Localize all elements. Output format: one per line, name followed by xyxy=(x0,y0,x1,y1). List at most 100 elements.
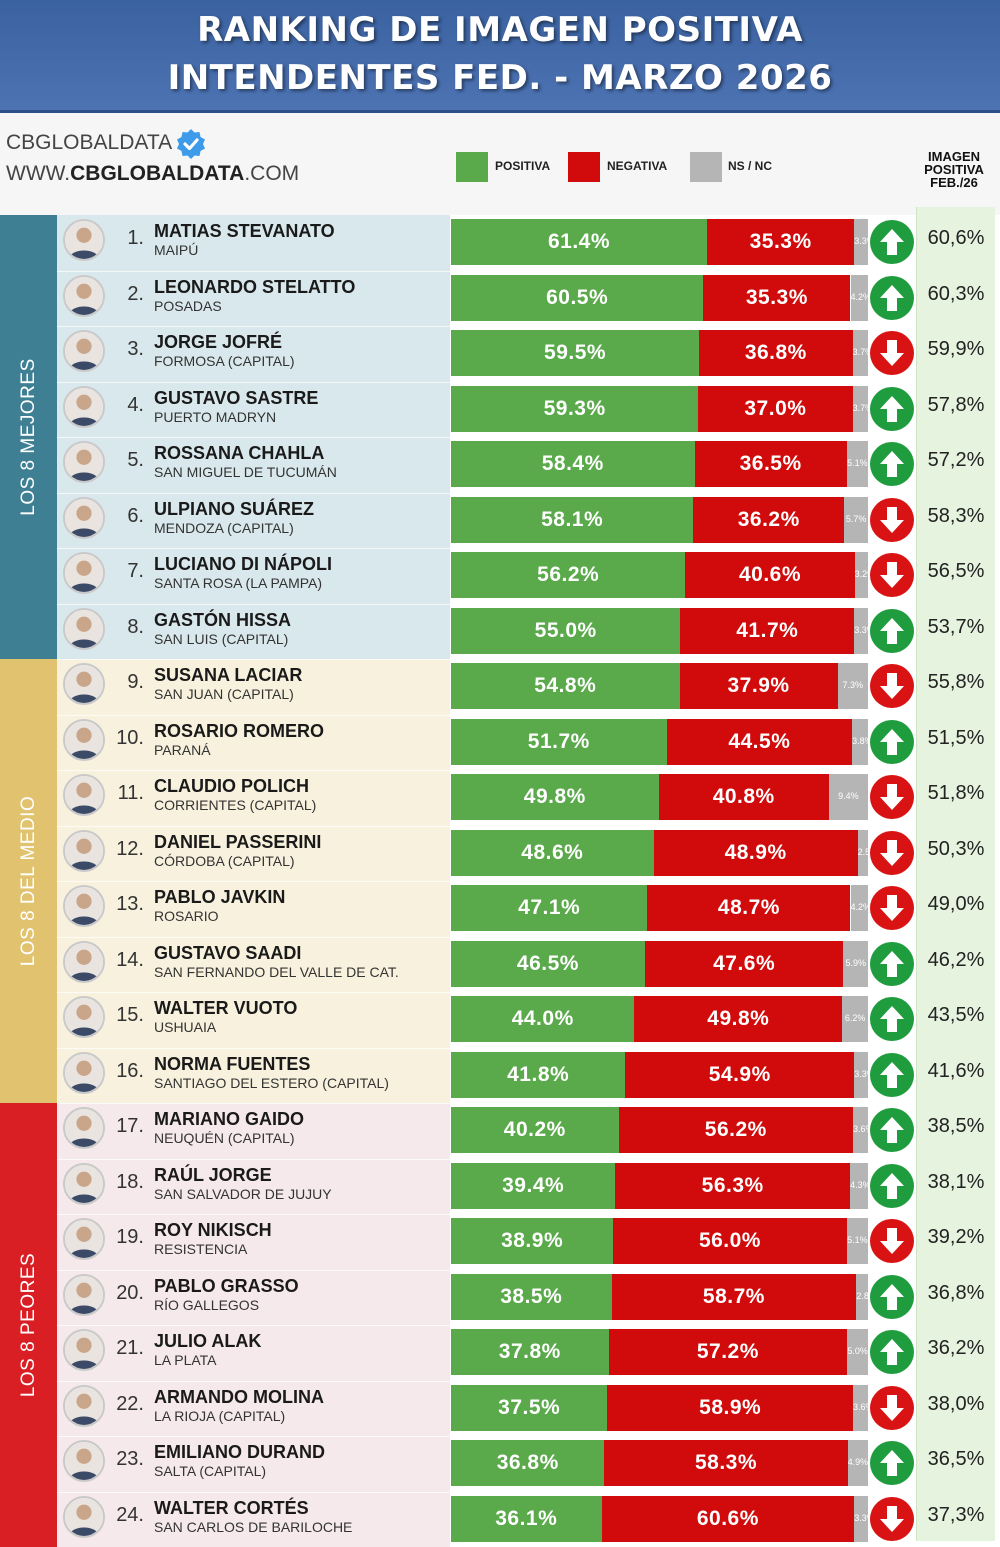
bar-negativa-label: 35.3% xyxy=(745,285,808,309)
bar-positiva: 59.3% xyxy=(451,385,699,432)
legend-positiva-swatch xyxy=(456,152,488,182)
row-divider xyxy=(57,881,450,882)
prev-value: 36,8% xyxy=(927,1281,985,1304)
arrow-up-icon xyxy=(870,1330,914,1374)
table-row: 7. LUCIANO DI NÁPOLI SANTA ROSA (LA PAMPA)… xyxy=(0,548,1000,603)
row-divider xyxy=(57,1047,450,1049)
bar-positiva: 41.8% xyxy=(451,1051,626,1098)
rank-number: 7. xyxy=(127,560,144,582)
bar-nsnc-label: 4.9% xyxy=(847,1457,868,1467)
city-name: CÓRDOBA (CAPITAL) xyxy=(154,852,295,869)
stacked-bar: 37.8% 57.2% 5.0% xyxy=(451,1329,868,1375)
city-name: SAN FERNANDO DEL VALLE DE CAT. xyxy=(154,963,399,980)
city-name: FORMOSA (CAPITAL) xyxy=(154,353,295,369)
stacked-bar: 60.5% 35.3% 4.2% xyxy=(451,274,868,321)
city-name: PUERTO MADRYN xyxy=(154,408,277,425)
mayor-name: SUSANA LACIAR xyxy=(154,665,303,685)
bar-negativa: 44.5% xyxy=(666,718,853,765)
arrow-up-icon xyxy=(870,608,914,653)
prev-value: 57,2% xyxy=(927,449,985,471)
bar-nsnc: 4.9% xyxy=(847,1440,868,1486)
bar-nsnc-label: 5.9% xyxy=(845,957,866,968)
mayor-name: LUCIANO DI NÁPOLI xyxy=(154,554,332,574)
bar-negativa-label: 60.6% xyxy=(696,1506,759,1530)
bar-positiva: 58.1% xyxy=(451,496,694,543)
bar-positiva: 60.5% xyxy=(451,274,704,321)
bar-positiva: 36.8% xyxy=(451,1440,605,1486)
legend-nsnc-swatch xyxy=(690,152,722,182)
rank-number: 3. xyxy=(127,338,144,360)
row-divider xyxy=(57,326,450,327)
bar-positiva: 55.0% xyxy=(451,607,681,654)
bar-positiva-label: 38.5% xyxy=(500,1284,563,1308)
bar-negativa-label: 49.8% xyxy=(707,1007,770,1030)
bar-nsnc: 5.0% xyxy=(847,1329,868,1375)
avatar xyxy=(63,774,105,816)
city-name: NEUQUÉN (CAPITAL) xyxy=(154,1130,295,1146)
bar-nsnc: 5.7% xyxy=(844,496,868,543)
bar-negativa-label: 58.3% xyxy=(694,1451,758,1474)
stacked-bar: 54.8% 37.9% 7.3% xyxy=(451,663,868,709)
row-divider xyxy=(57,548,450,549)
stacked-bar: 44.0% 49.8% 6.2% xyxy=(451,996,868,1042)
arrow-up-icon xyxy=(870,1441,914,1485)
table-row: 5. ROSSANA CHAHLA SAN MIGUEL DE TUCUMÁN 58.… xyxy=(0,437,1000,492)
city-name: MAIPÚ xyxy=(154,242,199,258)
city-name: PARANÁ xyxy=(154,741,211,758)
arrow-down-icon xyxy=(870,553,914,597)
bar-positiva-label: 37.5% xyxy=(498,1395,561,1419)
row-divider xyxy=(57,1491,450,1493)
table-row: 18. RAÚL JORGE SAN SALVADOR DE JUJUY 39.4% 5… xyxy=(0,1159,1000,1214)
bar-nsnc: 2.5% xyxy=(857,829,868,876)
bar-positiva: 47.1% xyxy=(451,885,648,931)
bar-negativa: 58.3% xyxy=(604,1440,848,1486)
bar-negativa-label: 47.6% xyxy=(713,951,776,975)
city-name: ROSARIO xyxy=(154,908,219,924)
table-row: 21. JULIO ALAK LA PLATA 37.8% 57.2% 5.0% 36,2% xyxy=(0,1325,1000,1380)
bar-negativa: 54.9% xyxy=(625,1051,855,1098)
rank-number: 17. xyxy=(116,1115,144,1137)
mayor-name: ULPIANO SUÁREZ xyxy=(154,498,315,519)
city-name: CORRIENTES (CAPITAL) xyxy=(154,797,317,813)
rank-number: 8. xyxy=(127,615,144,638)
bar-negativa-label: 36.5% xyxy=(739,452,802,475)
bar-positiva: 59.5% xyxy=(451,330,700,376)
bar-nsnc-label: 3.2% xyxy=(854,569,868,579)
city-name: USHUAIA xyxy=(154,1019,217,1035)
bar-positiva-label: 39.4% xyxy=(502,1173,565,1197)
bar-negativa: 58.7% xyxy=(611,1273,857,1320)
bar-positiva-label: 40.2% xyxy=(503,1118,566,1141)
bar-negativa-label: 36.2% xyxy=(737,507,800,531)
prev-value: 37,3% xyxy=(927,1503,985,1526)
bar-nsnc: 5.1% xyxy=(846,441,868,487)
avatar xyxy=(63,1051,105,1094)
header-banner: RANKING DE IMAGEN POSITIVA INTENDENTES F… xyxy=(0,0,1000,113)
stacked-bar: 58.4% 36.5% 5.1% xyxy=(451,441,868,487)
prev-value: 60,3% xyxy=(927,282,985,305)
row-divider xyxy=(57,770,450,771)
table-row: 20. PABLO GRASSO RÍO GALLEGOS 38.5% 58.7% 2.8… xyxy=(0,1270,1000,1325)
bar-nsnc-label: 5.7% xyxy=(845,513,867,524)
bar-positiva-label: 48.6% xyxy=(521,840,584,864)
row-divider xyxy=(57,936,450,938)
bar-positiva-label: 54.8% xyxy=(534,674,597,697)
bar-positiva-label: 36.8% xyxy=(496,1451,559,1474)
stacked-bar: 58.1% 36.2% 5.7% xyxy=(451,496,868,543)
bar-nsnc: 7.3% xyxy=(837,663,868,709)
bar-negativa-label: 35.3% xyxy=(749,230,812,253)
subheader xyxy=(0,113,1000,215)
bar-nsnc-label: 3.3% xyxy=(854,1068,868,1079)
avatar xyxy=(63,552,105,594)
bar-positiva-label: 37.8% xyxy=(498,1340,561,1363)
legend-negativa-label: NEGATIVA xyxy=(607,159,668,173)
table-row: 17. MARIANO GAIDO NEUQUÉN (CAPITAL) 40.2% 56… xyxy=(0,1103,1000,1158)
prev-value: 53,7% xyxy=(927,615,985,638)
mayor-name: CLAUDIO POLICH xyxy=(154,776,309,796)
arrow-up-icon xyxy=(870,220,914,264)
stacked-bar: 61.4% 35.3% 3.3% xyxy=(451,219,868,265)
bar-negativa-label: 37.9% xyxy=(727,674,790,697)
stacked-bar: 55.0% 41.7% 3.3% xyxy=(451,607,868,654)
brand-url[interactable]: WWW.CBGLOBALDATA.COM xyxy=(6,162,300,185)
